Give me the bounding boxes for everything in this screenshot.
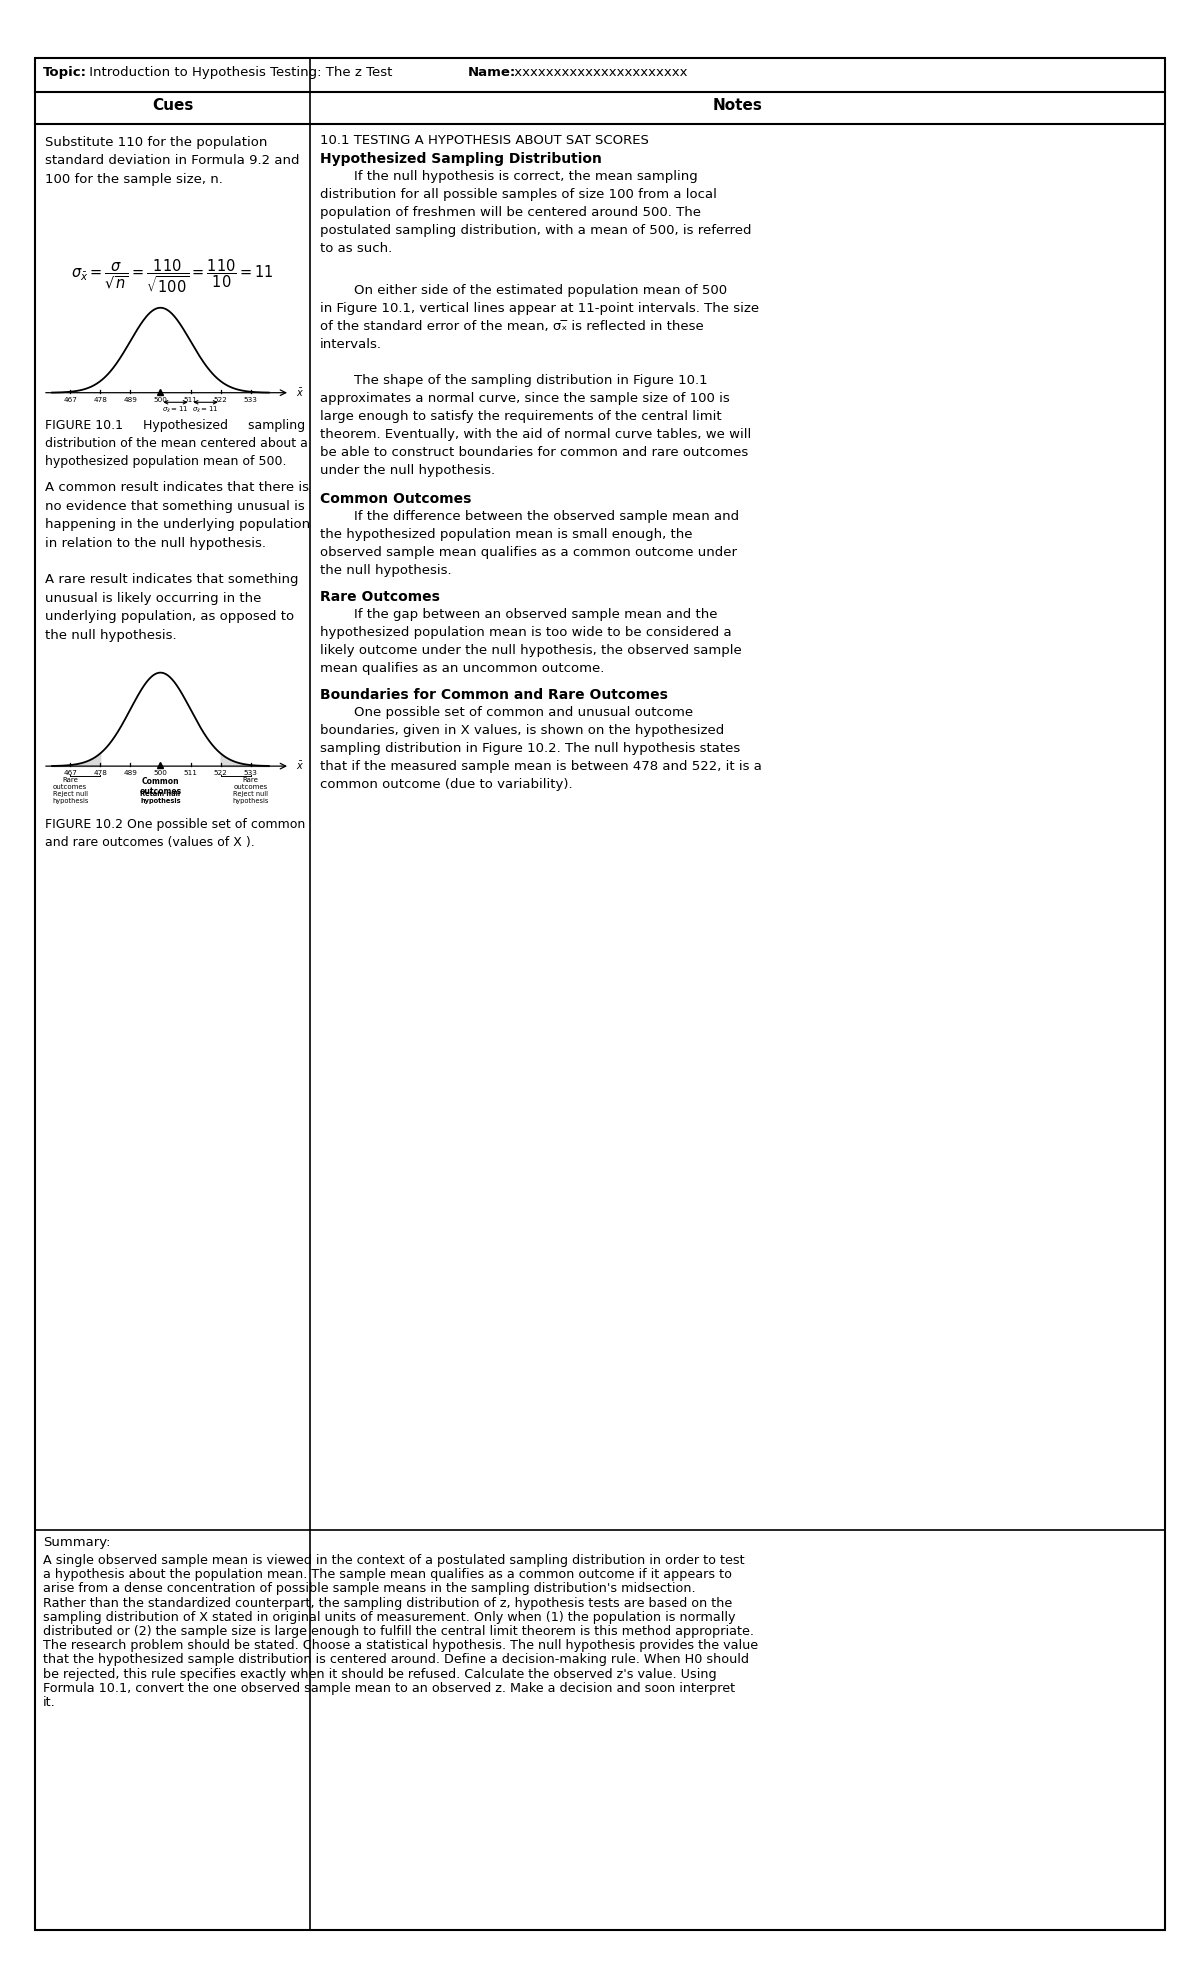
Text: If the difference between the observed sample mean and
the hypothesized populati: If the difference between the observed s… xyxy=(320,510,739,577)
Text: xxxxxxxxxxxxxxxxxxxxxx: xxxxxxxxxxxxxxxxxxxxxx xyxy=(510,65,688,79)
Text: 478: 478 xyxy=(94,771,107,777)
Text: Cues: Cues xyxy=(152,99,193,113)
Text: 467: 467 xyxy=(64,771,77,777)
Text: Substitute 110 for the population
standard deviation in Formula 9.2 and
100 for : Substitute 110 for the population standa… xyxy=(46,136,300,186)
Text: a hypothesis about the population mean. The sample mean qualifies as a common ou: a hypothesis about the population mean. … xyxy=(43,1569,732,1581)
Text: sampling distribution of X stated in original units of measurement. Only when (1: sampling distribution of X stated in ori… xyxy=(43,1610,736,1624)
Text: Common Outcomes: Common Outcomes xyxy=(320,492,472,506)
Text: Rare Outcomes: Rare Outcomes xyxy=(320,591,440,605)
Text: 522: 522 xyxy=(214,397,228,403)
Text: A single observed sample mean is viewed in the context of a postulated sampling : A single observed sample mean is viewed … xyxy=(43,1553,745,1567)
Text: 478: 478 xyxy=(94,397,107,403)
Text: 522: 522 xyxy=(214,771,228,777)
Text: Rare
outcomes: Rare outcomes xyxy=(53,777,88,790)
Text: be rejected, this rule specifies exactly when it should be refused. Calculate th: be rejected, this rule specifies exactly… xyxy=(43,1668,716,1682)
Text: $\sigma_{\bar{x}} = \dfrac{\sigma}{\sqrt{n}} = \dfrac{110}{\sqrt{100}} = \dfrac{: $\sigma_{\bar{x}} = \dfrac{\sigma}{\sqrt… xyxy=(71,257,274,294)
Text: $\bar{x}$: $\bar{x}$ xyxy=(296,761,304,773)
Text: A rare result indicates that something
unusual is likely occurring in the
underl: A rare result indicates that something u… xyxy=(46,573,299,642)
Text: Rare
outcomes: Rare outcomes xyxy=(234,777,268,790)
Text: FIGURE 10.2 One possible set of common
and rare outcomes (values of X ).: FIGURE 10.2 One possible set of common a… xyxy=(46,818,305,850)
Text: 533: 533 xyxy=(244,771,258,777)
Text: 511: 511 xyxy=(184,771,198,777)
Text: 489: 489 xyxy=(124,397,137,403)
Text: Hypothesized Sampling Distribution: Hypothesized Sampling Distribution xyxy=(320,152,602,166)
Text: $\sigma_{\bar{x}}=11$: $\sigma_{\bar{x}}=11$ xyxy=(192,405,218,415)
Text: 511: 511 xyxy=(184,397,198,403)
Text: 467: 467 xyxy=(64,397,77,403)
Text: $\bar{x}$: $\bar{x}$ xyxy=(296,387,304,399)
Text: Common
outcomes: Common outcomes xyxy=(139,777,181,796)
Text: 500: 500 xyxy=(154,397,167,403)
Text: Notes: Notes xyxy=(713,99,762,113)
Text: On either side of the estimated population mean of 500
in Figure 10.1, vertical : On either side of the estimated populati… xyxy=(320,285,760,352)
Text: it.: it. xyxy=(43,1695,55,1709)
Text: Formula 10.1, convert the one observed sample mean to an observed z. Make a deci: Formula 10.1, convert the one observed s… xyxy=(43,1682,736,1695)
Text: A common result indicates that there is
no evidence that something unusual is
ha: A common result indicates that there is … xyxy=(46,480,310,549)
Text: FIGURE 10.1     Hypothesized     sampling
distribution of the mean centered abou: FIGURE 10.1 Hypothesized sampling distri… xyxy=(46,419,308,468)
Text: arise from a dense concentration of possible sample means in the sampling distri: arise from a dense concentration of poss… xyxy=(43,1583,696,1595)
Text: Rather than the standardized counterpart, the sampling distribution of z, hypoth: Rather than the standardized counterpart… xyxy=(43,1597,732,1610)
Text: The research problem should be stated. Choose a statistical hypothesis. The null: The research problem should be stated. C… xyxy=(43,1640,758,1652)
Text: $\sigma_{\bar{x}}=11$: $\sigma_{\bar{x}}=11$ xyxy=(162,405,188,415)
Text: Reject null
hypothesis: Reject null hypothesis xyxy=(52,790,89,804)
Text: that the hypothesized sample distribution is centered around. Define a decision-: that the hypothesized sample distributio… xyxy=(43,1654,749,1666)
Text: 10.1 TESTING A HYPOTHESIS ABOUT SAT SCORES: 10.1 TESTING A HYPOTHESIS ABOUT SAT SCOR… xyxy=(320,134,649,146)
Text: Retain null
hypothesis: Retain null hypothesis xyxy=(140,790,181,804)
Text: If the null hypothesis is correct, the mean sampling
distribution for all possib: If the null hypothesis is correct, the m… xyxy=(320,170,751,255)
Text: Summary:: Summary: xyxy=(43,1535,110,1549)
Text: One possible set of common and unusual outcome
boundaries, given in X values, is: One possible set of common and unusual o… xyxy=(320,705,762,790)
Text: Reject null
hypothesis: Reject null hypothesis xyxy=(233,790,269,804)
Text: distributed or (2) the sample size is large enough to fulfill the central limit : distributed or (2) the sample size is la… xyxy=(43,1624,754,1638)
Text: 489: 489 xyxy=(124,771,137,777)
Text: Introduction to Hypothesis Testing: The z Test: Introduction to Hypothesis Testing: The … xyxy=(85,65,392,79)
Text: Name:: Name: xyxy=(468,65,516,79)
Text: Topic:: Topic: xyxy=(43,65,88,79)
Text: If the gap between an observed sample mean and the
hypothesized population mean : If the gap between an observed sample me… xyxy=(320,609,742,676)
Text: 533: 533 xyxy=(244,397,258,403)
Text: Boundaries for Common and Rare Outcomes: Boundaries for Common and Rare Outcomes xyxy=(320,688,668,701)
Text: 500: 500 xyxy=(154,771,167,777)
Text: The shape of the sampling distribution in Figure 10.1
approximates a normal curv: The shape of the sampling distribution i… xyxy=(320,373,751,476)
